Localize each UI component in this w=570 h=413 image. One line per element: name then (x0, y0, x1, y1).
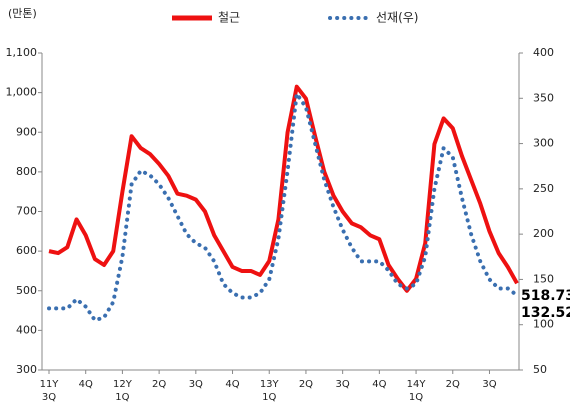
x-tick-label: 2Q (298, 379, 314, 390)
y-tick-label: 1,000 (6, 86, 38, 99)
legend-label: 철근 (218, 11, 240, 25)
x-tick-label: 13Y 1Q (259, 379, 279, 403)
y2-tick-label: 150 (533, 272, 554, 285)
y-tick-label: 600 (16, 244, 37, 257)
x-tick-label: 3Q (188, 379, 203, 390)
y-tick-label: 300 (16, 363, 37, 376)
x-tick-label: 3Q (482, 379, 497, 390)
y2-tick-label: 200 (533, 227, 554, 240)
y-tick-label: 800 (16, 165, 37, 178)
y2-tick-label: 300 (533, 137, 554, 150)
y-tick-label: 500 (16, 284, 37, 297)
x-tick-label: 4Q (372, 379, 387, 390)
y2-tick-label: 100 (533, 318, 554, 331)
x-tick-label: 12Y 1Q (112, 379, 132, 403)
series-line (48, 84, 519, 293)
x-tick-label: 4Q (78, 379, 93, 390)
y2-tick-label: 350 (533, 91, 554, 104)
end-value-label: 132.52 (521, 305, 570, 321)
series-line (47, 88, 519, 323)
y-axis-label: (만톤) (8, 7, 37, 20)
y-tick-label: 700 (16, 205, 37, 218)
x-tick-label: 4Q (225, 379, 240, 390)
x-tick-label: 2Q (445, 379, 460, 390)
y-tick-label: 1,100 (6, 46, 38, 59)
y2-tick-label: 250 (533, 182, 554, 195)
x-tick-label: 14Y 1Q (406, 379, 426, 403)
y2-tick-label: 50 (533, 363, 547, 376)
y2-tick-label: 400 (533, 46, 554, 59)
x-tick-label: 2Q (151, 379, 167, 390)
x-tick-label: 3Q (335, 379, 350, 390)
legend-label: 선재(우) (376, 11, 418, 25)
end-value-label: 518.73 (521, 288, 570, 304)
x-tick-label: 11Y 3Q (39, 379, 59, 403)
y-tick-label: 400 (16, 323, 37, 336)
y-tick-label: 900 (16, 125, 37, 138)
